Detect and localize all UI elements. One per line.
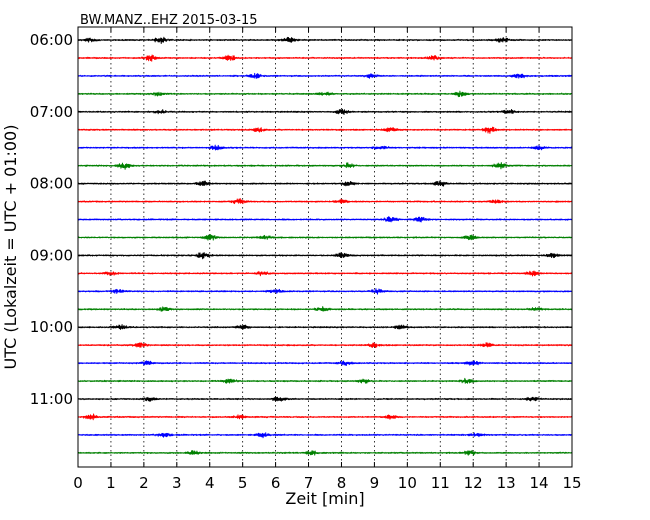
- trace-1000: [77, 324, 573, 330]
- trace-1145: [77, 449, 573, 456]
- x-tick-label: 10: [398, 474, 417, 492]
- x-tick-label: 15: [562, 474, 581, 492]
- x-tick-label: 5: [238, 474, 248, 492]
- x-tick-label: 6: [271, 474, 281, 492]
- trace-0645: [77, 90, 573, 98]
- x-tick-label: 14: [530, 474, 549, 492]
- x-tick-label: 1: [106, 474, 116, 492]
- trace-0830: [77, 216, 573, 223]
- trace-0730: [77, 144, 573, 151]
- y-tick-label: 11:00: [30, 390, 73, 408]
- trace-1030: [77, 360, 573, 367]
- trace-1130: [77, 432, 573, 439]
- y-tick-label: 08:00: [30, 175, 73, 193]
- x-tick-label: 2: [139, 474, 149, 492]
- trace-1015: [77, 342, 573, 349]
- y-tick-label: 10:00: [30, 318, 73, 336]
- trace-0930: [77, 288, 573, 295]
- trace-0630: [77, 72, 573, 79]
- trace-0900: [77, 252, 573, 260]
- x-tick-label: 3: [172, 474, 182, 492]
- trace-1100: [77, 396, 573, 402]
- chart-title: BW.MANZ..EHZ 2015-03-15: [80, 13, 258, 28]
- trace-0745: [77, 162, 573, 170]
- y-tick-label: 07:00: [30, 103, 73, 121]
- trace-1115: [77, 413, 573, 421]
- trace-0715: [77, 126, 573, 134]
- x-axis-label: Zeit [min]: [285, 489, 364, 508]
- y-tick-label: 06:00: [30, 31, 73, 49]
- y-tick-label: 09:00: [30, 246, 73, 264]
- trace-0600: [77, 36, 573, 44]
- y-axis-label: UTC (Lokalzeit = UTC + 01:00): [1, 125, 20, 370]
- trace-0700: [77, 108, 573, 116]
- trace-1045: [77, 377, 573, 384]
- trace-0800: [77, 180, 573, 187]
- axis-ticks: 0 1 2 3 4 5 6 7 8 9 10 11 12 13 14 1506:0007:0008:0009:…: [30, 27, 582, 492]
- x-tick-label: 8: [337, 474, 347, 492]
- trace-0945: [77, 306, 573, 312]
- x-tick-label: 4: [205, 474, 215, 492]
- grid-lines: [110, 27, 540, 467]
- trace-0615: [77, 54, 573, 62]
- x-tick-label: 11: [431, 474, 450, 492]
- x-tick-label: 13: [497, 474, 516, 492]
- x-tick-label: 12: [464, 474, 483, 492]
- trace-0915: [77, 270, 573, 277]
- x-tick-label: 9: [370, 474, 380, 492]
- trace-0845: [77, 234, 573, 241]
- x-tick-label: 0: [73, 474, 83, 492]
- traces: [77, 36, 573, 456]
- x-tick-label: 7: [304, 474, 314, 492]
- trace-0815: [77, 198, 573, 205]
- plot-frame: [77, 26, 573, 468]
